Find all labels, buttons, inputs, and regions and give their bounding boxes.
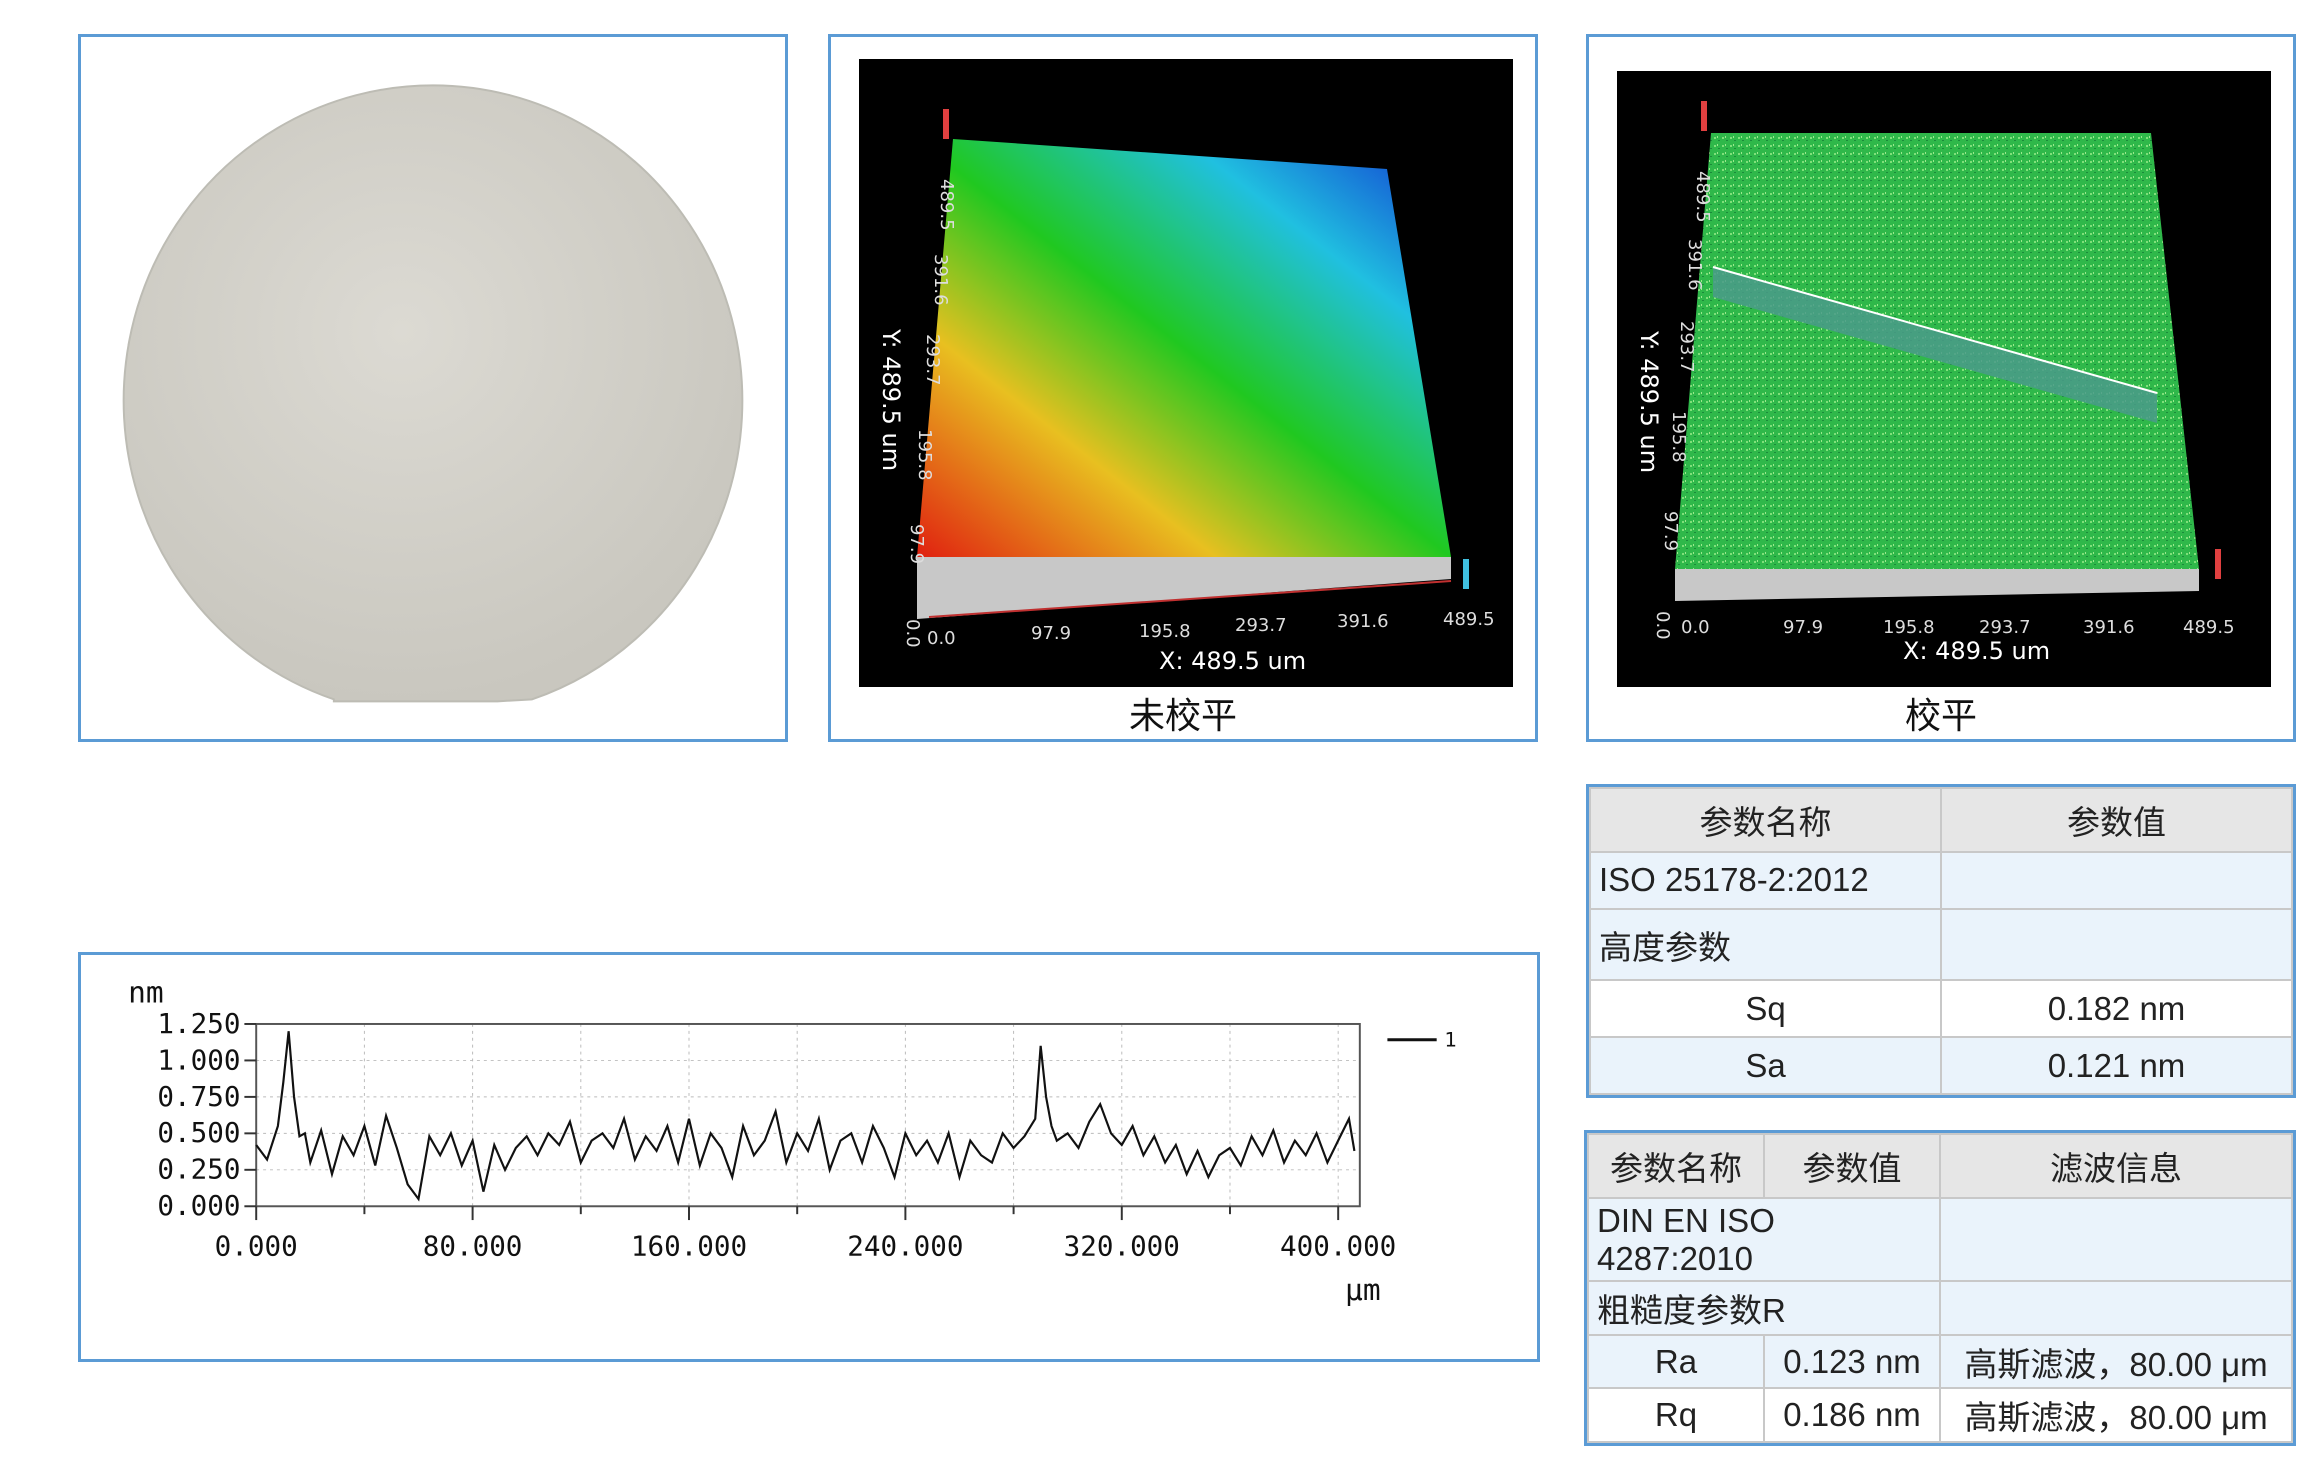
x-tick: 489.5: [1443, 609, 1495, 630]
param-value-cell: 0.121 nm: [1940, 1036, 2293, 1095]
y-tick: 391.6: [930, 254, 951, 306]
wafer-photo-panel: [78, 34, 788, 742]
legend-label: 1: [1445, 1029, 1458, 1052]
x-axis-label: μm: [1345, 1273, 1381, 1307]
group-cell: 粗糙度参数R: [1587, 1280, 1941, 1336]
y-tick: 293.7: [1676, 321, 1697, 373]
filter-info-cell: 高斯滤波，80.00 μm: [1939, 1333, 2293, 1390]
param-name-cell: Ra: [1587, 1333, 1765, 1390]
y-tick: 195.8: [914, 429, 935, 481]
y-axis-label: nm: [128, 975, 164, 1009]
filter-info-cell: 高斯滤波，80.00 μm: [1939, 1387, 2293, 1443]
y-tick: 195.8: [1668, 411, 1689, 463]
profile-parameter-table: 参数名称 参数值 滤波信息 DIN EN ISO 4287:2010 粗糙度参数…: [1584, 1130, 2296, 1446]
unleveled-caption: 未校平: [1128, 696, 1237, 737]
param-value-cell: 0.123 nm: [1763, 1333, 1941, 1390]
unleveled-surface-panel: 0.0 97.9 195.8 293.7 391.6 489.5 Y: 489.…: [828, 34, 1538, 742]
y-tick: 391.6: [1684, 239, 1705, 291]
x-tick: 97.9: [1031, 623, 1071, 644]
plot-frame: [255, 1022, 1361, 1208]
y-tick-label: 0.000: [157, 1189, 240, 1222]
col-header: 参数名称: [1587, 1133, 1765, 1199]
x-tick: 97.9: [1783, 617, 1823, 638]
param-name-cell: Sa: [1589, 1036, 1942, 1095]
x-tick-label: 320.000: [1064, 1230, 1180, 1263]
wafer-photo-icon: [122, 84, 744, 703]
y-tick: 97.9: [906, 524, 927, 564]
x-tick: 195.8: [1139, 621, 1191, 642]
value-cell: [1940, 907, 2293, 982]
x-tick: 293.7: [1235, 615, 1287, 636]
y-tick-label: 0.500: [157, 1116, 240, 1149]
col-header: 参数名称: [1589, 787, 1942, 853]
y-tick-label: 1.000: [157, 1043, 240, 1076]
col-header: 滤波信息: [1939, 1133, 2293, 1199]
x-axis-label: X: 489.5 um: [1903, 637, 2050, 665]
group-cell: 高度参数: [1589, 907, 1942, 982]
y-tick: 0.0: [902, 619, 923, 648]
col-header: 参数值: [1940, 787, 2293, 853]
x-tick-label: 240.000: [847, 1230, 963, 1263]
y-tick: 293.7: [922, 334, 943, 386]
y-tick: 489.5: [936, 179, 957, 231]
x-tick-label: 400.000: [1280, 1230, 1396, 1263]
x-tick: 195.8: [1883, 617, 1935, 638]
x-tick: 293.7: [1979, 617, 2031, 638]
empty-cell: [1939, 1280, 2293, 1336]
x-tick: 489.5: [2183, 617, 2235, 638]
unleveled-3d-view: 0.0 97.9 195.8 293.7 391.6 489.5 Y: 489.…: [859, 59, 1513, 687]
leveled-caption: 校平: [1904, 696, 1977, 737]
x-tick-label: 80.000: [423, 1230, 523, 1263]
empty-cell: [1939, 1196, 2293, 1283]
y-tick-label: 0.750: [157, 1080, 240, 1113]
value-cell: [1940, 851, 2293, 910]
x-axis-label: X: 489.5 um: [1159, 647, 1306, 675]
col-header: 参数值: [1763, 1133, 1941, 1199]
leveled-3d-view: 0.0 97.9 195.8 293.7 391.6 489.5 Y: 489.…: [1617, 71, 2271, 687]
areal-parameter-table: 参数名称 参数值 ISO 25178-2:2012 高度参数 Sq 0.182 …: [1586, 784, 2296, 1098]
y-axis-label: Y: 489.5 um: [877, 328, 905, 471]
x-tick: 391.6: [1337, 611, 1389, 632]
y-tick: 0.0: [1652, 611, 1673, 640]
y-axis-label: Y: 489.5 um: [1635, 330, 1663, 473]
param-name-cell: Sq: [1589, 979, 1942, 1039]
param-value-cell: 0.186 nm: [1763, 1387, 1941, 1443]
y-tick: 97.9: [1660, 511, 1681, 551]
x-tick: 0.0: [927, 628, 956, 649]
y-tick-label: 1.250: [157, 1007, 240, 1040]
series-1-line: [255, 1031, 1356, 1202]
y-tick: 489.5: [1692, 171, 1713, 223]
roughness-profile-panel: nm μm 0.000 0.250 0.500 0.750 1.000 1.250 0.0…: [78, 952, 1540, 1362]
x-tick: 0.0: [1681, 617, 1710, 638]
param-name-cell: Rq: [1587, 1387, 1765, 1443]
standard-cell: DIN EN ISO 4287:2010: [1587, 1196, 1941, 1283]
x-tick-label: 160.000: [631, 1230, 747, 1263]
param-value-cell: 0.182 nm: [1940, 979, 2293, 1039]
leveled-surface-panel: 0.0 97.9 195.8 293.7 391.6 489.5 Y: 489.…: [1586, 34, 2296, 742]
standard-cell: ISO 25178-2:2012: [1589, 851, 1942, 910]
y-tick-label: 0.250: [157, 1153, 240, 1186]
x-tick-label: 0.000: [215, 1230, 298, 1263]
x-tick: 391.6: [2083, 617, 2135, 638]
